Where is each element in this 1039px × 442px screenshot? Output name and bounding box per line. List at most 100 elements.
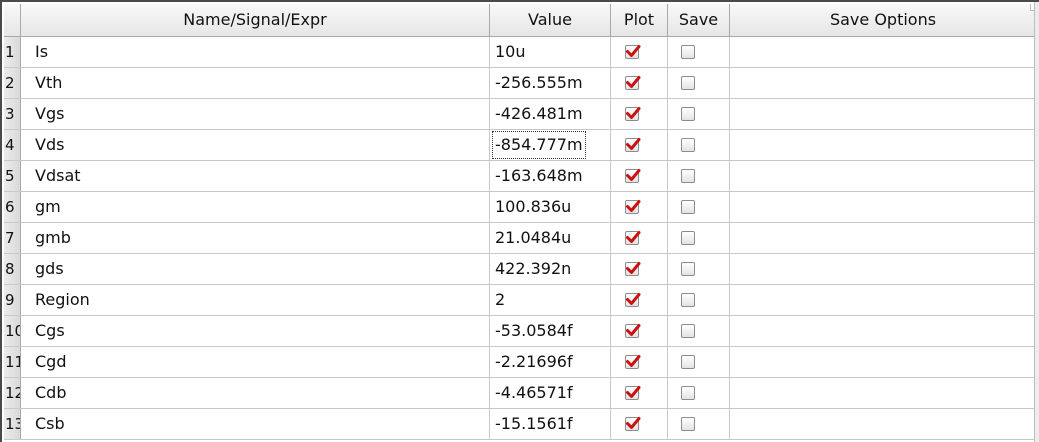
table-row[interactable]: 3 Vgs -426.481m	[4, 99, 1036, 130]
value-cell[interactable]: -4.46571f	[490, 378, 611, 408]
signal-name-cell[interactable]: Region	[21, 285, 490, 315]
save-options-cell[interactable]	[730, 223, 1036, 253]
save-options-cell[interactable]	[730, 37, 1036, 67]
value-cell[interactable]: -2.21696f	[490, 347, 611, 377]
save-checkbox[interactable]	[681, 200, 695, 214]
save-checkbox[interactable]	[681, 231, 695, 245]
table-row[interactable]: 12Cdb-4.46571f	[4, 378, 1036, 409]
column-header-value[interactable]: Value	[490, 4, 611, 36]
column-header-save[interactable]: Save	[668, 4, 730, 36]
table-row[interactable]: 13Csb-15.1561f	[4, 409, 1036, 440]
value-cell[interactable]: -256.555m	[490, 68, 611, 98]
plot-checkbox[interactable]	[625, 138, 641, 152]
signal-name-cell[interactable]: Vds	[21, 130, 490, 160]
plot-checkbox[interactable]	[625, 107, 641, 121]
save-options-cell[interactable]	[730, 409, 1036, 439]
value-cell[interactable]: -163.648m	[490, 161, 611, 191]
signal-name-cell[interactable]: Cgd	[21, 347, 490, 377]
save-options-cell[interactable]	[730, 378, 1036, 408]
save-checkbox[interactable]	[681, 293, 695, 307]
plot-checkbox[interactable]	[625, 262, 641, 276]
plot-checkbox[interactable]	[625, 324, 641, 338]
save-checkbox[interactable]	[681, 355, 695, 369]
table-row[interactable]: 5 Vdsat -163.648m	[4, 161, 1036, 192]
header-corner	[1030, 4, 1037, 11]
table-row[interactable]: 8 gds 422.392n	[4, 254, 1036, 285]
value-cell[interactable]: 100.836u	[490, 192, 611, 222]
plot-cell	[611, 285, 668, 315]
signal-name-cell[interactable]: Vgs	[21, 99, 490, 129]
signal-name-cell[interactable]: gm	[21, 192, 490, 222]
table-row[interactable]: 7 gmb 21.0484u	[4, 223, 1036, 254]
plot-cell	[611, 347, 668, 377]
plot-checkbox[interactable]	[625, 293, 641, 307]
save-options-cell[interactable]	[730, 130, 1036, 160]
value-cell[interactable]: -854.777m	[490, 130, 611, 160]
save-options-cell[interactable]	[730, 316, 1036, 346]
column-header-save-options[interactable]: Save Options	[829, 10, 937, 29]
column-header-plot[interactable]: Plot	[611, 4, 668, 36]
save-options-cell[interactable]	[730, 347, 1036, 377]
table-row[interactable]: 10Cgs-53.0584f	[4, 316, 1036, 347]
table-row[interactable]: 11Cgd-2.21696f	[4, 347, 1036, 378]
signal-name-cell[interactable]: Csb	[21, 409, 490, 439]
plot-checkbox[interactable]	[625, 386, 641, 400]
signal-name-cell[interactable]: gds	[21, 254, 490, 284]
plot-cell	[611, 130, 668, 160]
save-checkbox[interactable]	[681, 45, 695, 59]
save-checkbox[interactable]	[681, 107, 695, 121]
save-checkbox[interactable]	[681, 76, 695, 90]
value-cell[interactable]: -53.0584f	[490, 316, 611, 346]
save-cell	[668, 316, 730, 346]
save-cell	[668, 99, 730, 129]
save-checkbox[interactable]	[681, 138, 695, 152]
plot-checkbox[interactable]	[625, 355, 641, 369]
table-row[interactable]: 1 Is 10u	[4, 37, 1036, 68]
save-options-cell[interactable]	[730, 285, 1036, 315]
save-checkbox[interactable]	[681, 417, 695, 431]
save-cell	[668, 285, 730, 315]
save-checkbox[interactable]	[681, 386, 695, 400]
row-number: 10	[4, 316, 21, 346]
save-options-cell[interactable]	[730, 161, 1036, 191]
value-cell[interactable]: 422.392n	[490, 254, 611, 284]
table-row[interactable]: 4 Vds -854.777m	[4, 130, 1036, 161]
signal-name-cell[interactable]: Vth	[21, 68, 490, 98]
row-number: 4	[4, 130, 21, 160]
plot-checkbox[interactable]	[625, 76, 641, 90]
plot-checkbox[interactable]	[625, 200, 641, 214]
plot-checkbox[interactable]	[625, 45, 641, 59]
table-row[interactable]: 9 Region 2	[4, 285, 1036, 316]
signal-name-cell[interactable]: Vdsat	[21, 161, 490, 191]
save-checkbox[interactable]	[681, 262, 695, 276]
value-cell[interactable]: 10u	[490, 37, 611, 67]
save-checkbox[interactable]	[681, 324, 695, 338]
save-options-cell[interactable]	[730, 192, 1036, 222]
plot-cell	[611, 161, 668, 191]
save-checkbox[interactable]	[681, 169, 695, 183]
signal-name-cell[interactable]: Cgs	[21, 316, 490, 346]
value-cell[interactable]: 2	[490, 285, 611, 315]
row-number: 5	[4, 161, 21, 191]
plot-checkbox[interactable]	[625, 169, 641, 183]
vertical-scrollbar[interactable]	[1034, 2, 1039, 442]
plot-cell	[611, 409, 668, 439]
row-number: 1	[4, 37, 21, 67]
table-row[interactable]: 2 Vth -256.555m	[4, 68, 1036, 99]
save-options-cell[interactable]	[730, 254, 1036, 284]
value-cell[interactable]: -426.481m	[490, 99, 611, 129]
plot-checkbox[interactable]	[625, 231, 641, 245]
save-options-cell[interactable]	[730, 68, 1036, 98]
plot-checkbox[interactable]	[625, 417, 641, 431]
save-options-cell[interactable]	[730, 99, 1036, 129]
signal-name-cell[interactable]: Cdb	[21, 378, 490, 408]
table-row[interactable]: 6 gm 100.836u	[4, 192, 1036, 223]
value-cell[interactable]: 21.0484u	[490, 223, 611, 253]
row-number: 6	[4, 192, 21, 222]
value-cell[interactable]: -15.1561f	[490, 409, 611, 439]
table-body: 1 Is 10u 2 Vth -256.555m 3 Vgs -426.481m 4 Vds -854…	[4, 37, 1036, 440]
signal-name-cell[interactable]: gmb	[21, 223, 490, 253]
column-header-name[interactable]: Name/Signal/Expr	[21, 4, 490, 36]
signal-name-cell[interactable]: Is	[21, 37, 490, 67]
